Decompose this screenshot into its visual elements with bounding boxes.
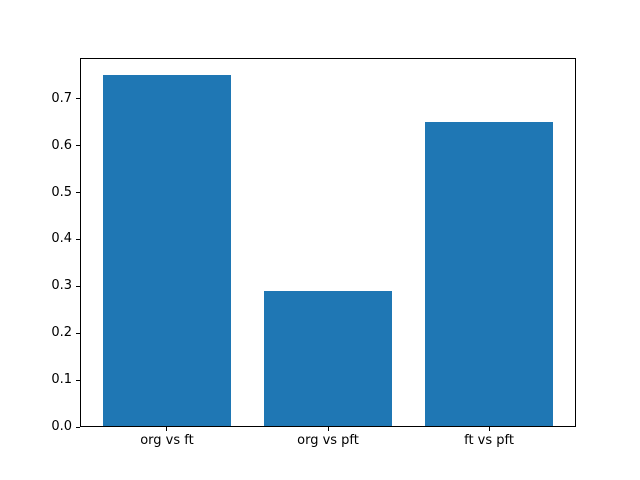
- y-tick: [76, 145, 80, 147]
- x-tick-label: org vs ft: [140, 433, 194, 449]
- y-tick-label: 0.0: [51, 419, 72, 435]
- y-tick-label: 0.5: [51, 184, 72, 200]
- x-tick: [327, 427, 329, 432]
- x-tick-label: ft vs pft: [464, 433, 514, 449]
- y-tick: [76, 426, 80, 428]
- y-tick: [76, 238, 80, 240]
- x-tick: [166, 427, 168, 432]
- x-tick-label: org vs pft: [297, 433, 359, 449]
- y-tick: [76, 379, 80, 381]
- bar: [102, 75, 232, 427]
- bar: [424, 122, 554, 427]
- y-tick-label: 0.4: [51, 231, 72, 247]
- y-tick-label: 0.3: [51, 278, 72, 294]
- y-tick-label: 0.6: [51, 137, 72, 153]
- x-tick: [488, 427, 490, 432]
- y-tick: [76, 285, 80, 287]
- y-tick: [76, 98, 80, 100]
- y-tick: [76, 192, 80, 194]
- y-tick-label: 0.1: [51, 372, 72, 388]
- y-tick-label: 0.7: [51, 90, 72, 106]
- y-tick: [76, 332, 80, 334]
- y-tick-label: 0.2: [51, 325, 72, 341]
- bar: [263, 291, 393, 427]
